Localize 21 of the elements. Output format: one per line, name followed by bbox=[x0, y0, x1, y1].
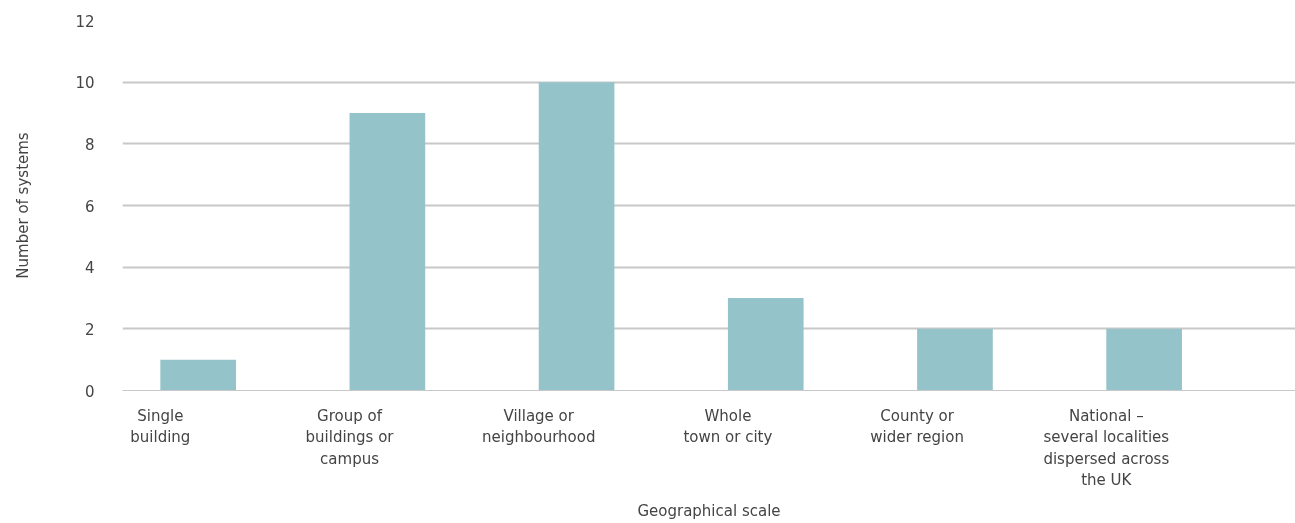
bar bbox=[727, 298, 804, 391]
x-tick-label: Group of buildings or campus bbox=[305, 406, 395, 468]
y-tick-label: 6 bbox=[84, 197, 95, 216]
x-tick-label: Single building bbox=[130, 406, 191, 447]
y-tick-label: 4 bbox=[84, 259, 95, 278]
bar bbox=[917, 328, 993, 391]
x-tick-label: County or wider region bbox=[870, 406, 964, 447]
bar bbox=[538, 82, 615, 391]
y-tick-label: 0 bbox=[84, 382, 95, 401]
y-axis-title: Number of systems bbox=[14, 132, 33, 279]
y-tick-label: 8 bbox=[84, 135, 95, 154]
bar bbox=[160, 359, 237, 391]
y-tick-label: 10 bbox=[75, 74, 95, 93]
y-tick-label: 2 bbox=[84, 320, 95, 339]
x-tick-label: Whole town or city bbox=[683, 406, 773, 447]
y-tick-label: 12 bbox=[75, 12, 95, 31]
x-tick-label: National – several localities dispersed across the UK bbox=[1043, 406, 1170, 490]
x-tick-label: Village or neighbourhood bbox=[482, 406, 596, 447]
bar bbox=[1106, 328, 1182, 391]
x-axis-title: Geographical scale bbox=[637, 502, 781, 521]
bar bbox=[349, 113, 426, 391]
